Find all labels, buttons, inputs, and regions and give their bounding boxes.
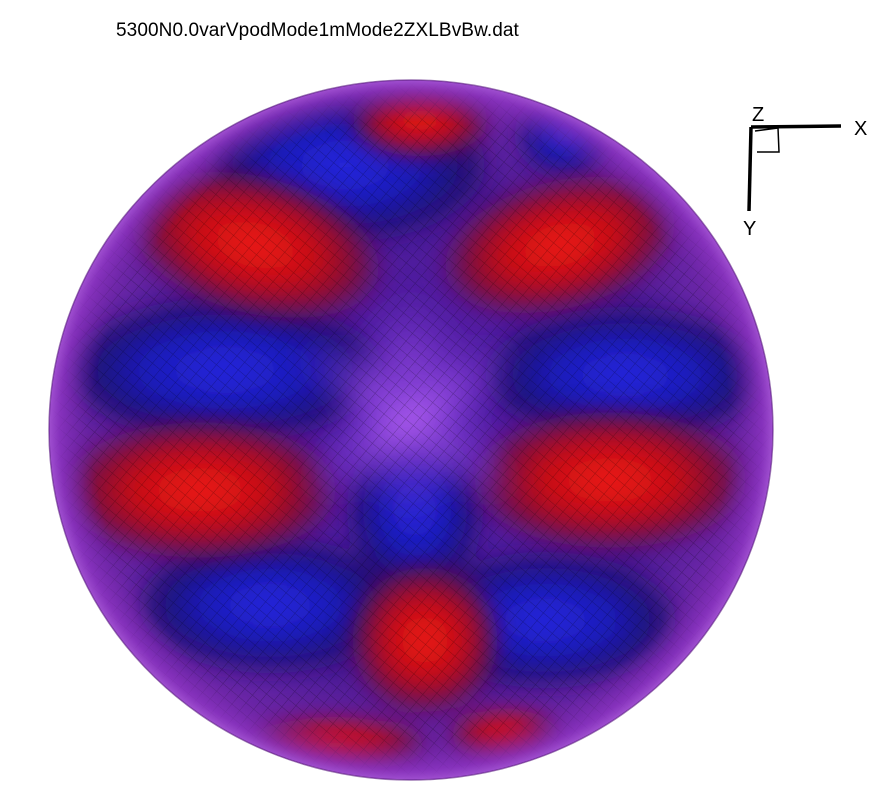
axis-triad (747, 124, 842, 212)
y-axis-label: Y (743, 218, 757, 240)
x-axis-label: X (854, 118, 868, 140)
z-axis-label: Z (752, 104, 765, 126)
plot-title: 5300N0.0varVpodMode1mMode2ZXLBvBw.dat (116, 20, 519, 41)
